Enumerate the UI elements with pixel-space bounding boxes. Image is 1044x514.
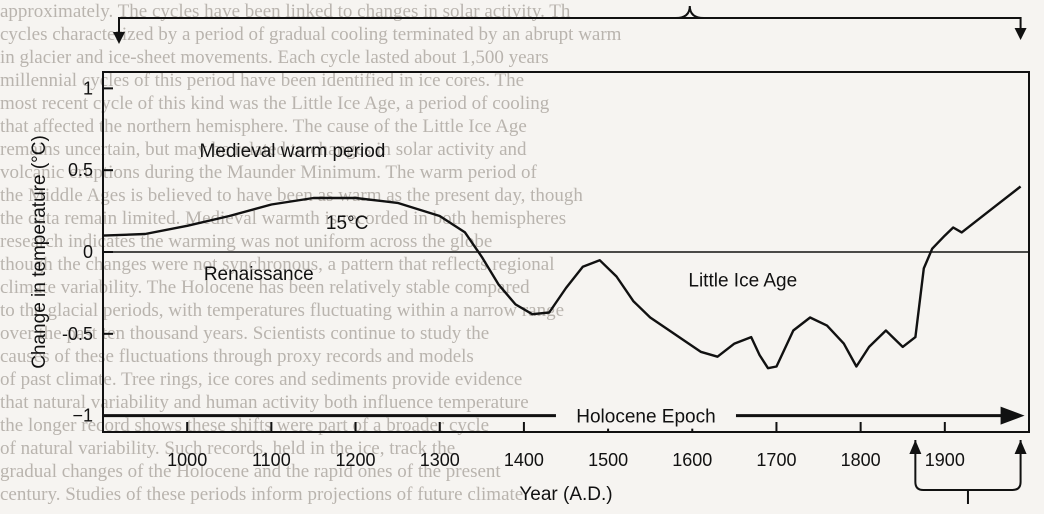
- annotation-label: Little Ice Age: [688, 270, 797, 291]
- time-brackets: [113, 5, 1027, 504]
- epoch-label: Holocene Epoch: [576, 407, 715, 428]
- background-text-line: of past climate. Tree rings, ice cores a…: [0, 369, 523, 390]
- annotations: Medieval warm period 15°C Renaissance Littl…: [199, 141, 797, 291]
- x-tick-label: 1400: [504, 450, 544, 470]
- epoch-arrow-head: [1000, 406, 1025, 425]
- x-tick-label: 1000: [167, 450, 207, 470]
- x-axis-title: Year (A.D.): [519, 484, 612, 505]
- background-text-line: remains uncertain, but may be related to…: [0, 139, 527, 160]
- background-text-line: century. Studies of these periods inform…: [0, 484, 524, 505]
- annotation-label: Medieval warm period: [199, 141, 385, 162]
- x-axis: 1000 1100 1200 1300 1400 1500 1600 1700 1800 1900: [167, 422, 965, 470]
- background-text-line: volcanic eruptions during the Maunder Mi…: [0, 162, 537, 183]
- top-bracket-peak: [675, 5, 704, 19]
- y-tick-label: −1: [72, 406, 93, 426]
- x-tick-label: 1300: [420, 450, 460, 470]
- bottom-bracket-arrowhead-left: [909, 440, 922, 454]
- background-text-line: the longer record shows these shifts wer…: [0, 415, 490, 436]
- holocene-epoch-arrow: Holocene Epoch: [103, 400, 1025, 429]
- y-axis: 1 0.5 0 -0.5 −1: [62, 78, 113, 426]
- temperature-line: [102, 185, 1022, 370]
- x-tick-label: 1500: [588, 450, 628, 470]
- background-text-line: millennial cycles of this period have be…: [0, 70, 525, 91]
- background-text-line: research indicates the warming was not u…: [0, 231, 493, 252]
- background-text-line: causes of these fluctuations through pro…: [0, 346, 474, 367]
- x-tick-label: 1600: [672, 450, 712, 470]
- y-tick-label: 0.5: [68, 160, 93, 180]
- top-bracket: [118, 17, 1022, 34]
- background-text-line: in glacier and ice-sheet movements. Each…: [0, 47, 549, 68]
- background-text-line: of natural variability. Such records, he…: [0, 438, 456, 459]
- background-text-line: climate variability. The Holocene has be…: [0, 277, 530, 298]
- y-axis-title: Change in temperature (°C): [29, 135, 50, 369]
- y-tick-label: 1: [83, 78, 93, 98]
- top-bracket-arrowhead-left: [113, 32, 125, 44]
- background-text-line: to the glacial periods, with temperature…: [0, 300, 565, 321]
- background-text-line: the data remain limited. Medieval warmth…: [0, 208, 567, 229]
- background-text-line: over the past ten thousand years. Scient…: [0, 323, 490, 344]
- background-text-line: that natural variability and human activ…: [0, 392, 529, 413]
- top-bracket-arrowhead-right: [1014, 28, 1027, 40]
- bottom-bracket-arrowhead-right: [1014, 440, 1027, 454]
- annotation-label: Renaissance: [204, 264, 314, 285]
- background-text-line: most recent cycle of this kind was the L…: [0, 93, 550, 114]
- background-text-line: that affected the northern hemisphere. T…: [0, 116, 527, 137]
- x-tick-label: 1900: [925, 450, 965, 470]
- x-tick-label: 1200: [336, 450, 376, 470]
- x-tick-label: 1800: [841, 450, 881, 470]
- background-text-line: though the changes were not synchronous,…: [0, 254, 555, 275]
- annotation-label: 15°C: [326, 213, 368, 234]
- x-tick-label: 1100: [252, 450, 291, 470]
- background-text-line: gradual changes of the Holocene and the …: [0, 461, 501, 482]
- epoch-label-bg: [555, 400, 736, 429]
- background-text-line: cycles characterized by a period of grad…: [0, 24, 622, 45]
- background-text-line: approximately. The cycles have been link…: [0, 1, 571, 22]
- x-tick-label: 1700: [756, 450, 796, 470]
- y-tick-label: 0: [83, 242, 93, 262]
- background-text-line: the Middle Ages is believed to have been…: [0, 185, 583, 206]
- y-tick-label: -0.5: [62, 324, 93, 344]
